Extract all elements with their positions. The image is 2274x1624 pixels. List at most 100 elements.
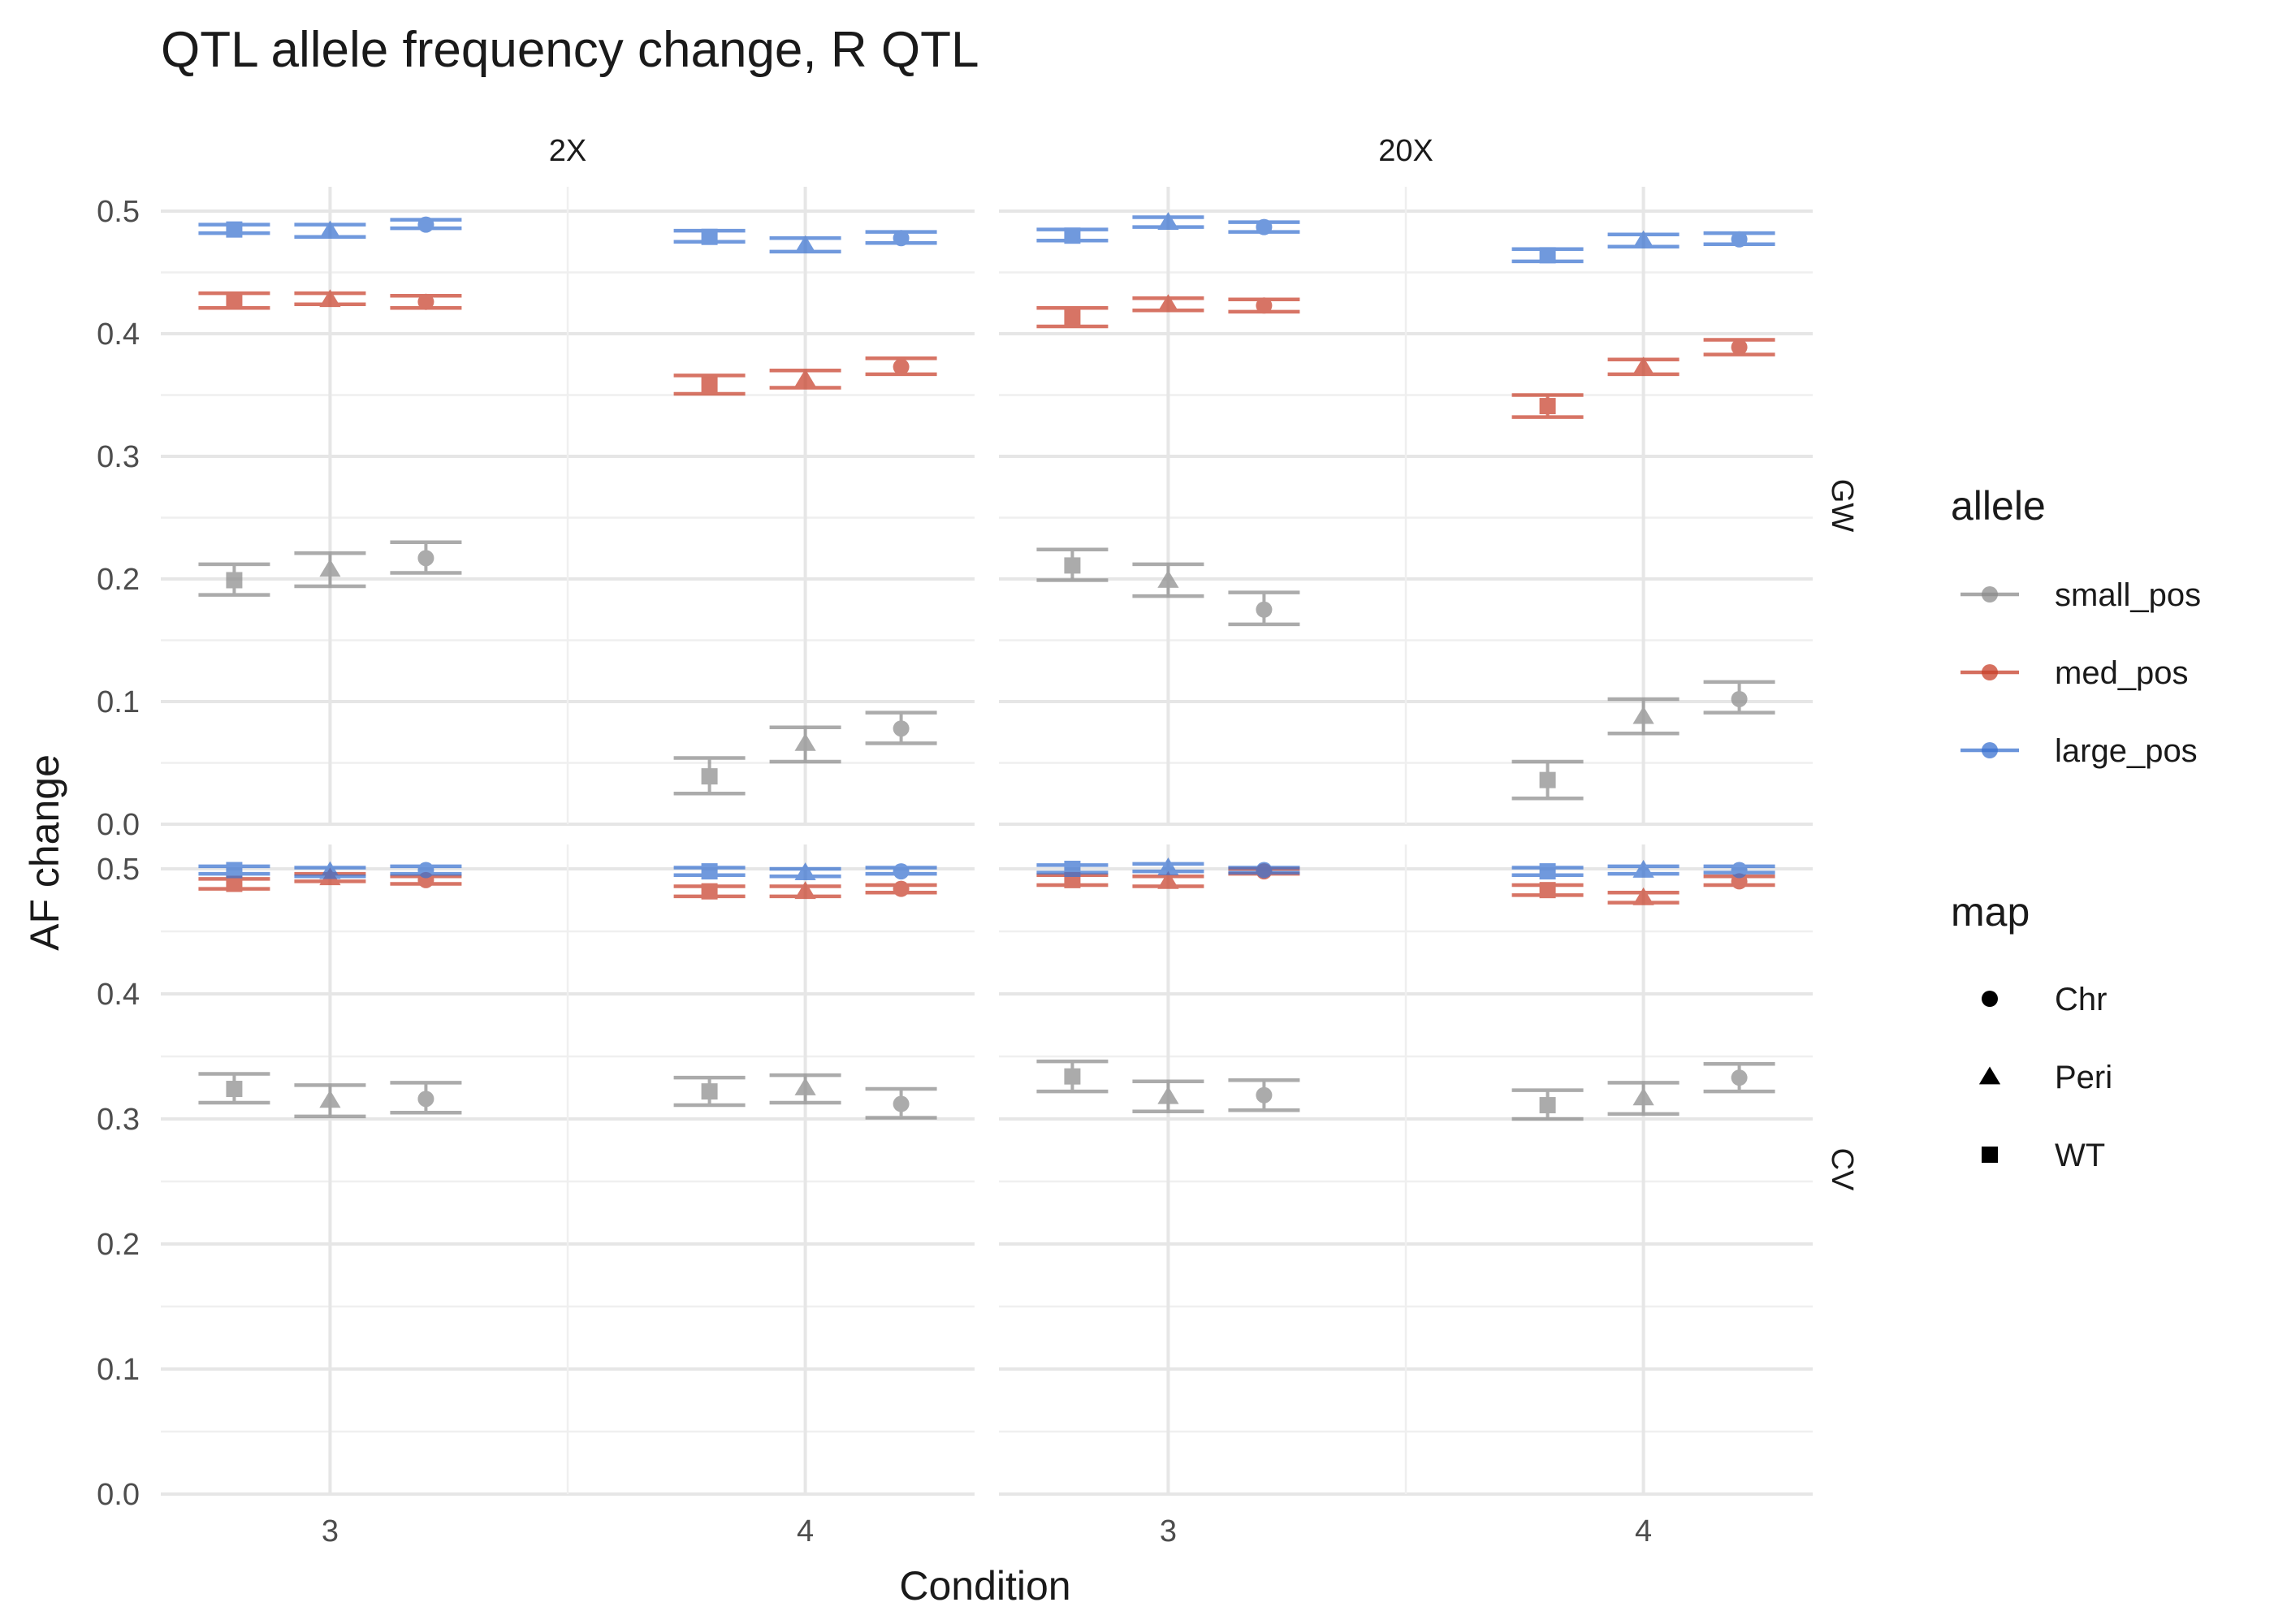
data-point-med_pos-Chr (1703, 338, 1775, 356)
legend-item-Peri: Peri (1978, 1060, 2112, 1095)
data-point-med_pos-WT (1036, 306, 1109, 329)
data-point-small_pos-Chr (390, 540, 462, 575)
legend-item-Chr: Chr (1982, 982, 2107, 1017)
data-point-med_pos-Peri (1607, 887, 1680, 905)
y-tick-label: 0.2 (97, 563, 140, 597)
y-tick-label: 0.2 (97, 1228, 140, 1262)
data-point-small_pos-Peri (1607, 697, 1680, 736)
point-marker (319, 220, 341, 239)
point-marker (417, 293, 434, 310)
point-marker (1157, 870, 1179, 889)
y-tick-label: 0.4 (97, 317, 140, 352)
point-marker (893, 230, 910, 247)
data-point-large_pos-Peri (1132, 857, 1204, 875)
data-point-small_pos-Peri (769, 1073, 841, 1105)
x-tick-label: 3 (1160, 1514, 1177, 1548)
data-point-large_pos-WT (198, 221, 270, 238)
data-point-large_pos-Peri (769, 235, 841, 254)
data-point-large_pos-Peri (769, 862, 841, 880)
data-point-med_pos-Peri (769, 881, 841, 900)
facet-strip-row: GW (1825, 479, 1859, 533)
data-point-large_pos-Peri (1132, 212, 1204, 230)
point-marker (417, 1091, 434, 1108)
point-marker (701, 883, 718, 900)
data-point-large_pos-Peri (294, 220, 366, 239)
y-tick-label: 0.0 (97, 1478, 140, 1512)
data-point-small_pos-WT (198, 562, 270, 597)
data-point-small_pos-Peri (1132, 1079, 1204, 1114)
point-marker (1256, 297, 1273, 314)
legend-label: WT (2055, 1138, 2105, 1173)
point-marker (701, 1083, 718, 1100)
point-marker (226, 875, 243, 892)
point-marker (1064, 861, 1081, 877)
point-marker (226, 572, 243, 589)
data-point-med_pos-Peri (1607, 356, 1680, 377)
data-point-small_pos-Peri (1132, 562, 1204, 598)
legend-key-point (1982, 664, 1998, 680)
data-point-med_pos-WT (198, 875, 270, 892)
data-point-small_pos-Chr (390, 1081, 462, 1115)
point-marker (794, 235, 816, 253)
point-marker (1632, 887, 1654, 905)
legend-item-med_pos: med_pos (1961, 655, 2189, 691)
legend-label: Chr (2055, 982, 2107, 1017)
plot-area: 0.0 0.1 0.2 0.3 0.4 0.5 0.0 0.1 0.2 0.3 0.4 0.5 3 4 3 4… (97, 134, 1859, 1548)
data-point-large_pos-WT (198, 862, 270, 879)
data-point-large_pos-Peri (1607, 230, 1680, 249)
point-marker (1256, 1086, 1273, 1104)
data-point-med_pos-Chr (865, 356, 937, 377)
data-point-med_pos-WT (1511, 882, 1584, 899)
data-point-small_pos-Peri (769, 725, 841, 764)
data-point-large_pos-Chr (1703, 231, 1775, 248)
data-point-small_pos-Chr (865, 1086, 937, 1120)
point-marker (1731, 1069, 1748, 1086)
facet-strip-col: 20X (1378, 134, 1433, 168)
x-tick-label: 3 (322, 1514, 339, 1548)
point-marker (1157, 570, 1179, 588)
point-marker (1539, 398, 1556, 415)
x-axis-title: Condition (899, 1563, 1070, 1609)
data-point-small_pos-WT (1036, 1059, 1109, 1094)
data-point-small_pos-WT (1036, 547, 1109, 582)
chart-title: QTL allele frequency change, R QTL (161, 22, 979, 78)
data-point-small_pos-WT (1511, 1088, 1584, 1121)
data-point-large_pos-Chr (1228, 218, 1300, 235)
legend-label: small_pos (2055, 577, 2201, 613)
data-point-large_pos-Chr (1228, 862, 1300, 879)
data-point-med_pos-Peri (769, 369, 841, 390)
point-marker (226, 862, 243, 879)
data-point-small_pos-WT (673, 1075, 746, 1108)
data-point-large_pos-Chr (865, 863, 937, 880)
legend-key-shape (1982, 1147, 1998, 1163)
data-point-med_pos-WT (673, 374, 746, 396)
legend-label: med_pos (2055, 655, 2189, 691)
point-marker (893, 358, 910, 375)
point-marker (794, 1078, 816, 1095)
point-marker (1632, 706, 1654, 724)
data-point-small_pos-WT (1511, 759, 1584, 801)
point-marker (1632, 356, 1654, 375)
point-marker (1539, 863, 1556, 880)
data-point-med_pos-WT (673, 883, 746, 900)
point-marker (794, 881, 816, 900)
data-point-small_pos-Chr (1228, 1078, 1300, 1112)
y-tick-label: 0.1 (97, 685, 140, 719)
point-marker (226, 292, 243, 309)
point-marker (1632, 860, 1654, 878)
x-tick-label: 4 (797, 1514, 814, 1548)
data-point-med_pos-Peri (1132, 294, 1204, 313)
point-marker (701, 377, 718, 394)
y-tick-label: 0.1 (97, 1353, 140, 1387)
point-marker (226, 221, 243, 238)
data-point-small_pos-WT (673, 756, 746, 796)
legend-key-shape (1978, 1066, 2001, 1085)
point-marker (893, 1095, 910, 1112)
y-tick-label: 0.3 (97, 440, 140, 474)
legend-key-point (1982, 742, 1998, 758)
data-point-large_pos-WT (1511, 247, 1584, 264)
data-point-med_pos-Chr (865, 880, 937, 897)
point-marker (1539, 771, 1556, 788)
point-marker (226, 1081, 243, 1098)
